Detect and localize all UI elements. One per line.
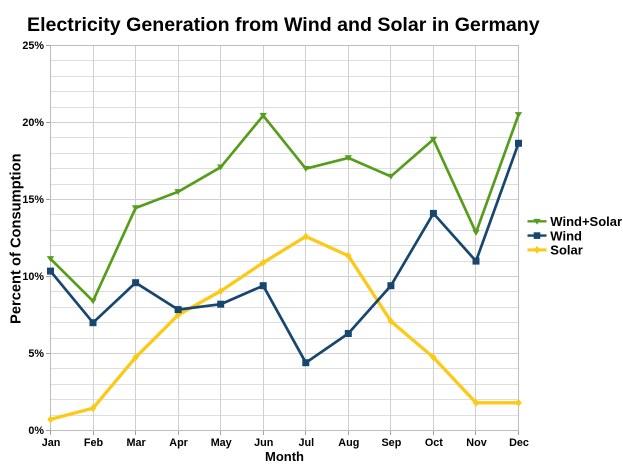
svg-text:Feb: Feb — [84, 437, 104, 449]
svg-text:Aug: Aug — [338, 437, 359, 449]
svg-text:Solar: Solar — [550, 243, 583, 258]
svg-text:10%: 10% — [22, 271, 44, 283]
svg-text:Apr: Apr — [169, 437, 188, 449]
svg-text:15%: 15% — [22, 194, 44, 206]
svg-text:Sep: Sep — [381, 437, 401, 449]
svg-text:Jun: Jun — [254, 437, 273, 449]
svg-text:Dec: Dec — [509, 437, 529, 449]
svg-text:0%: 0% — [28, 425, 44, 437]
svg-text:Nov: Nov — [466, 437, 486, 449]
svg-text:Electricity Generation from Wi: Electricity Generation from Wind and Sol… — [27, 14, 540, 36]
svg-text:Mar: Mar — [126, 437, 146, 449]
svg-text:Wind: Wind — [550, 228, 582, 243]
svg-text:Jul: Jul — [298, 437, 314, 449]
svg-text:Percent of Consumption: Percent of Consumption — [8, 153, 24, 324]
svg-text:5%: 5% — [28, 348, 44, 360]
svg-text:Wind+Solar: Wind+Solar — [550, 214, 622, 229]
svg-text:20%: 20% — [22, 117, 44, 129]
svg-text:May: May — [211, 437, 232, 449]
svg-text:Jan: Jan — [42, 437, 61, 449]
svg-text:Oct: Oct — [425, 437, 443, 449]
svg-text:25%: 25% — [22, 40, 44, 52]
svg-text:Month: Month — [265, 449, 304, 464]
